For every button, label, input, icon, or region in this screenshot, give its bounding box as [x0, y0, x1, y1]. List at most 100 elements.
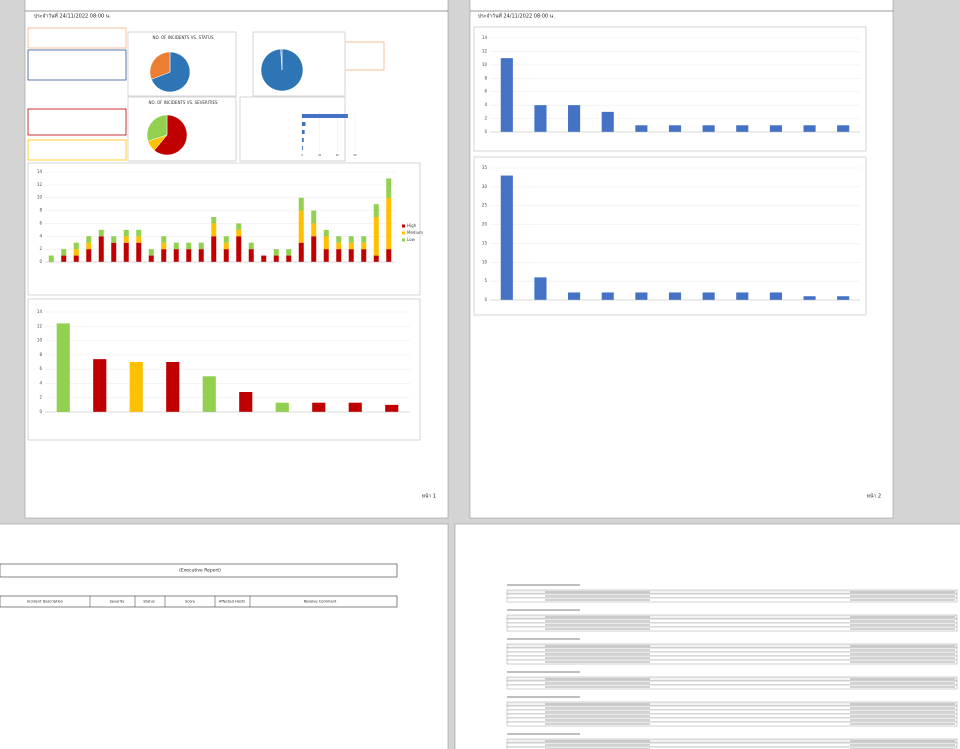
bar-segment — [136, 242, 142, 262]
bar — [500, 175, 513, 300]
column-header: Affected Hosts — [219, 600, 245, 604]
bar-segment — [173, 242, 179, 250]
bar-segment — [361, 249, 367, 262]
bar-segment — [48, 255, 54, 262]
y-tick-label: 6 — [39, 366, 42, 371]
bar — [769, 292, 782, 300]
bar-segment — [173, 249, 179, 262]
chart-title: NO. OF INCIDENTS VS. SEVERITIES — [148, 100, 217, 105]
bar — [385, 404, 399, 412]
bar-segment — [261, 255, 267, 262]
column-header: Resolve Comment — [304, 600, 337, 604]
table-columns: Incident Description Severity Status Score A… — [27, 596, 337, 607]
x-tick-label: 40 — [336, 153, 340, 157]
x-tick-label: 60 — [353, 153, 357, 157]
y-tick-label: 14 — [37, 309, 43, 314]
bar-segment — [148, 249, 154, 256]
bar-segment — [136, 236, 142, 243]
bar-segment — [348, 249, 354, 262]
bar-segment — [386, 249, 392, 262]
chart-frames — [27, 26, 867, 441]
x-tick-label: 20 — [318, 153, 322, 157]
bar — [837, 125, 850, 132]
y-tick-label: 2 — [39, 395, 42, 400]
bar-segment — [86, 236, 92, 243]
bar-segment — [348, 236, 354, 243]
bar-segment — [386, 197, 392, 250]
row — [506, 684, 958, 690]
page-3 — [0, 523, 449, 749]
y-tick-label: 12 — [482, 48, 488, 53]
bar-segment — [323, 249, 329, 262]
chart-frame — [239, 96, 346, 162]
y-tick-label: 10 — [37, 195, 43, 200]
bar-segment — [223, 236, 229, 243]
y-tick-label: 0 — [484, 297, 487, 302]
bar-segment — [211, 223, 217, 237]
pie-slice — [146, 114, 168, 142]
row — [506, 721, 958, 727]
bar — [534, 277, 547, 300]
bar — [302, 130, 305, 134]
bar-segment — [298, 197, 304, 211]
y-tick-label: 8 — [484, 75, 487, 80]
bar-segment — [61, 249, 67, 256]
y-tick-label: 14 — [37, 169, 43, 174]
legend-label: Low — [407, 237, 416, 242]
page-header: ประจำวันที่ 24/11/2022 08:00 น. — [478, 13, 555, 20]
chart-frame — [473, 156, 867, 316]
note-box — [27, 49, 127, 81]
bar-segment — [148, 255, 154, 262]
bar-segment — [298, 242, 304, 262]
bar-segment — [136, 229, 142, 237]
bar-segment — [273, 255, 279, 262]
bar-segment — [373, 204, 379, 217]
y-tick-label: 0 — [484, 129, 487, 134]
bar — [348, 402, 362, 412]
bar — [275, 402, 289, 412]
y-tick-label: 10 — [37, 338, 43, 343]
bar-segment — [86, 249, 92, 262]
bar-segment — [336, 242, 342, 250]
chart-frame — [27, 298, 421, 441]
note-box — [27, 27, 127, 49]
bar-segment — [373, 255, 379, 262]
bar — [166, 362, 180, 412]
bar — [803, 296, 816, 300]
bar — [568, 105, 581, 132]
bar — [302, 122, 306, 126]
page-header: ประจำวันที่ 24/11/2022 08:00 น. — [34, 13, 111, 20]
bar — [736, 125, 749, 132]
bar-segment — [98, 229, 104, 237]
row — [506, 659, 958, 665]
bar-segment — [248, 242, 254, 250]
y-tick-label: 14 — [482, 35, 488, 40]
bar-segment — [223, 249, 229, 262]
bar-segment — [61, 255, 67, 262]
y-tick-label: 2 — [39, 246, 42, 251]
bar-segment — [311, 236, 317, 262]
bar-segment — [336, 249, 342, 262]
bar — [312, 402, 326, 412]
pie-slice — [280, 48, 283, 71]
y-tick-label: 8 — [39, 352, 42, 357]
bar-segment — [348, 242, 354, 250]
bar-segment — [111, 236, 117, 243]
annotation-boxes — [27, 27, 385, 161]
charts: NO. OF INCIDENTS VS. STATUS NO. OF INCIDE… — [37, 35, 860, 414]
bar-segment — [73, 242, 79, 250]
bar — [202, 376, 216, 412]
legend-swatch — [402, 238, 405, 242]
chart-title: NO. OF INCIDENTS VS. STATUS — [152, 35, 214, 40]
legend-label: Medium — [407, 230, 423, 235]
y-tick-label: 6 — [484, 89, 487, 94]
page-footer: หน้า 1 — [422, 493, 436, 500]
y-tick-label: 10 — [482, 259, 488, 264]
page-4-rows — [506, 584, 958, 749]
bar-segment — [361, 242, 367, 250]
bar-segment — [123, 242, 129, 262]
bar-segment — [211, 217, 217, 224]
bar — [93, 359, 107, 412]
bar-segment — [273, 249, 279, 256]
